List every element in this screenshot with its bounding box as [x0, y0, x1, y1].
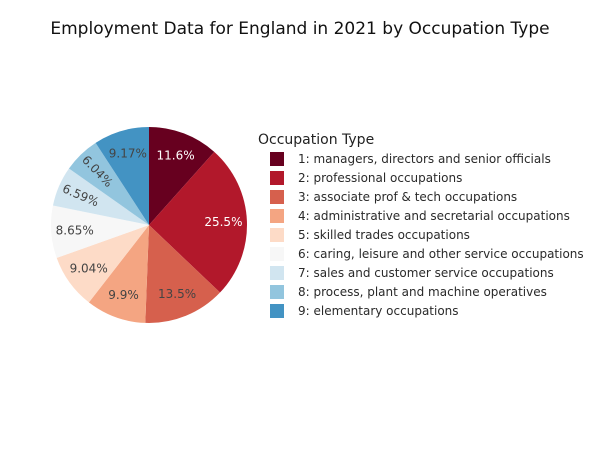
slice-label-4: 9.9%: [108, 288, 139, 302]
pie-slice-7[interactable]: [52, 168, 149, 225]
legend-swatch-process-plant-and-machine-operatives[interactable]: [270, 285, 284, 299]
legend-label-associate-prof-tech-occupations[interactable]: 3: associate prof & tech occupations: [298, 190, 517, 204]
pie-slice-6[interactable]: [51, 205, 150, 258]
chart-title: Employment Data for England in 2021 by O…: [50, 19, 549, 39]
slice-label-6: 8.65%: [56, 223, 94, 237]
legend-swatch-skilled-trades-occupations[interactable]: [270, 228, 284, 242]
legend-label-skilled-trades-occupations[interactable]: 5: skilled trades occupations: [298, 228, 470, 242]
pie-slice-9[interactable]: [95, 127, 149, 225]
legend-title: Occupation Type: [258, 132, 374, 148]
legend-swatch-caring-leisure-and-other-service-occupations[interactable]: [270, 247, 284, 261]
legend-label-sales-and-customer-service-occupations[interactable]: 7: sales and customer service occupation…: [298, 266, 554, 280]
slice-label-3: 13.5%: [158, 287, 196, 301]
slice-label-5: 9.04%: [70, 262, 108, 276]
slice-label-2: 25.5%: [204, 215, 242, 229]
legend-swatch-sales-and-customer-service-occupations[interactable]: [270, 266, 284, 280]
legend-swatch-associate-prof-tech-occupations[interactable]: [270, 190, 284, 204]
pie-slice-4[interactable]: [88, 225, 149, 323]
legend-swatch-elementary-occupations[interactable]: [270, 304, 284, 318]
pie-slice-1[interactable]: [149, 127, 215, 225]
legend-label-elementary-occupations[interactable]: 9: elementary occupations: [298, 304, 459, 318]
legend-label-process-plant-and-machine-operatives[interactable]: 8: process, plant and machine operatives: [298, 285, 547, 299]
legend-swatch-managers-directors-and-senior-officials[interactable]: [270, 152, 284, 166]
slice-label-9: 9.17%: [109, 147, 147, 161]
pie-slices: [51, 127, 247, 324]
legend-label-managers-directors-and-senior-officials[interactable]: 1: managers, directors and senior offici…: [298, 152, 551, 166]
legend-swatch-professional-occupations[interactable]: [270, 171, 284, 185]
pie-slice-2[interactable]: [149, 151, 247, 293]
legend-label-professional-occupations[interactable]: 2: professional occupations: [298, 171, 462, 185]
pie-slice-3[interactable]: [145, 225, 220, 324]
legend-label-administrative-and-secretarial-occupations[interactable]: 4: administrative and secretarial occupa…: [298, 209, 570, 223]
legend-label-caring-leisure-and-other-service-occupations[interactable]: 6: caring, leisure and other service occ…: [298, 247, 584, 261]
legend: Occupation Type 1: managers, directors a…: [258, 132, 584, 318]
slice-label-1: 11.6%: [156, 148, 194, 162]
pie-slice-5[interactable]: [56, 225, 150, 303]
pie-slice-8[interactable]: [68, 142, 149, 225]
legend-swatch-administrative-and-secretarial-occupations[interactable]: [270, 209, 284, 223]
